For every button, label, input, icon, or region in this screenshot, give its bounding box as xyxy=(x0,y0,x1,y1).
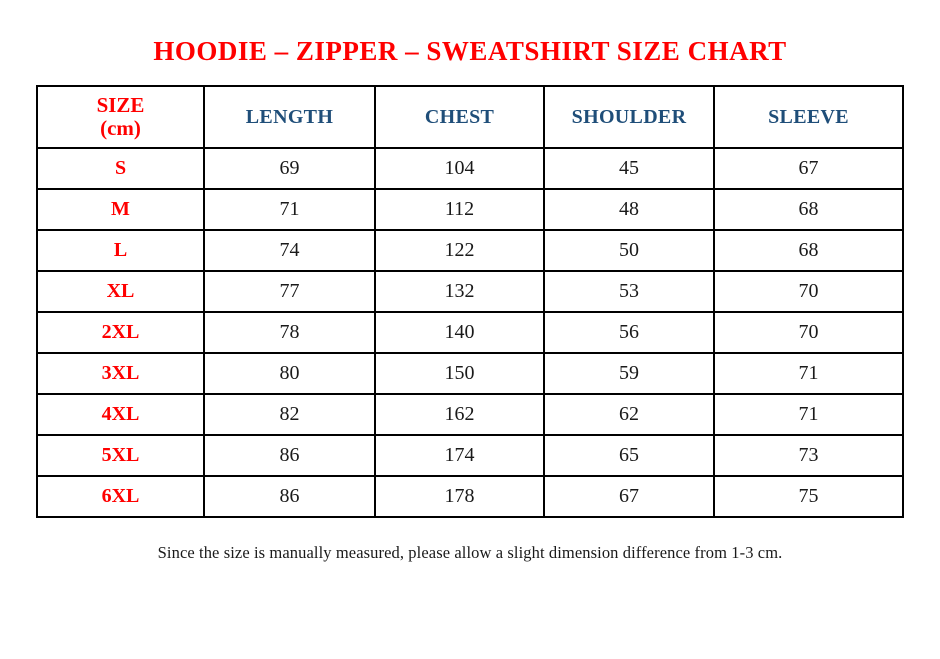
column-header-chest: CHEST xyxy=(374,85,545,149)
length-value: 86 xyxy=(203,434,376,477)
length-value: 80 xyxy=(203,352,376,395)
size-label: 6XL xyxy=(36,475,205,518)
length-value: 69 xyxy=(203,147,376,190)
table-row-l: L 74 122 50 68 xyxy=(36,229,904,272)
measurement-disclaimer: Since the size is manually measured, ple… xyxy=(157,543,783,562)
chest-value: 122 xyxy=(374,229,545,272)
chest-value: 150 xyxy=(374,352,545,395)
chest-value: 162 xyxy=(374,393,545,436)
chest-value: 104 xyxy=(374,147,545,190)
size-header-line2: (cm) xyxy=(100,116,141,140)
size-label: M xyxy=(36,188,205,231)
sleeve-value: 67 xyxy=(713,147,904,190)
shoulder-value: 45 xyxy=(543,147,715,190)
length-value: 78 xyxy=(203,311,376,354)
shoulder-value: 50 xyxy=(543,229,715,272)
shoulder-value: 53 xyxy=(543,270,715,313)
table-row-s: S 69 104 45 67 xyxy=(36,147,904,190)
chest-value: 178 xyxy=(374,475,545,518)
table-row-5xl: 5XL 86 174 65 73 xyxy=(36,434,904,477)
table-row-2xl: 2XL 78 140 56 70 xyxy=(36,311,904,354)
sleeve-value: 73 xyxy=(713,434,904,477)
length-value: 77 xyxy=(203,270,376,313)
chest-value: 112 xyxy=(374,188,545,231)
size-label: 4XL xyxy=(36,393,205,436)
shoulder-value: 56 xyxy=(543,311,715,354)
chest-value: 132 xyxy=(374,270,545,313)
size-label: 5XL xyxy=(36,434,205,477)
shoulder-value: 62 xyxy=(543,393,715,436)
sleeve-value: 68 xyxy=(713,229,904,272)
table-header-row: SIZE (cm) LENGTH CHEST SHOULDER SLEEVE xyxy=(36,85,904,149)
table-row-xl: XL 77 132 53 70 xyxy=(36,270,904,313)
sleeve-value: 70 xyxy=(713,270,904,313)
length-value: 74 xyxy=(203,229,376,272)
size-label: L xyxy=(36,229,205,272)
table-row-6xl: 6XL 86 178 67 75 xyxy=(36,475,904,518)
size-label: 3XL xyxy=(36,352,205,395)
table-row-m: M 71 112 48 68 xyxy=(36,188,904,231)
size-header-line1: SIZE xyxy=(96,92,145,117)
size-label: S xyxy=(36,147,205,190)
sleeve-value: 71 xyxy=(713,393,904,436)
size-label: 2XL xyxy=(36,311,205,354)
page-title: HOODIE – ZIPPER – SWEATSHIRT SIZE CHART xyxy=(153,36,787,66)
shoulder-value: 67 xyxy=(543,475,715,518)
chest-value: 140 xyxy=(374,311,545,354)
shoulder-value: 48 xyxy=(543,188,715,231)
top-punctuation-mark: . xyxy=(478,37,481,51)
sleeve-value: 75 xyxy=(713,475,904,518)
shoulder-value: 59 xyxy=(543,352,715,395)
size-label: XL xyxy=(36,270,205,313)
sleeve-value: 68 xyxy=(713,188,904,231)
size-chart-table: SIZE (cm) LENGTH CHEST SHOULDER SLEEVE S… xyxy=(36,85,904,518)
column-header-length: LENGTH xyxy=(203,85,376,149)
column-header-sleeve: SLEEVE xyxy=(713,85,904,149)
length-value: 71 xyxy=(203,188,376,231)
length-value: 82 xyxy=(203,393,376,436)
column-header-size: SIZE (cm) xyxy=(36,85,205,149)
table-row-3xl: 3XL 80 150 59 71 xyxy=(36,352,904,395)
column-header-shoulder: SHOULDER xyxy=(543,85,715,149)
sleeve-value: 71 xyxy=(713,352,904,395)
shoulder-value: 65 xyxy=(543,434,715,477)
length-value: 86 xyxy=(203,475,376,518)
table-row-4xl: 4XL 82 162 62 71 xyxy=(36,393,904,436)
chest-value: 174 xyxy=(374,434,545,477)
sleeve-value: 70 xyxy=(713,311,904,354)
